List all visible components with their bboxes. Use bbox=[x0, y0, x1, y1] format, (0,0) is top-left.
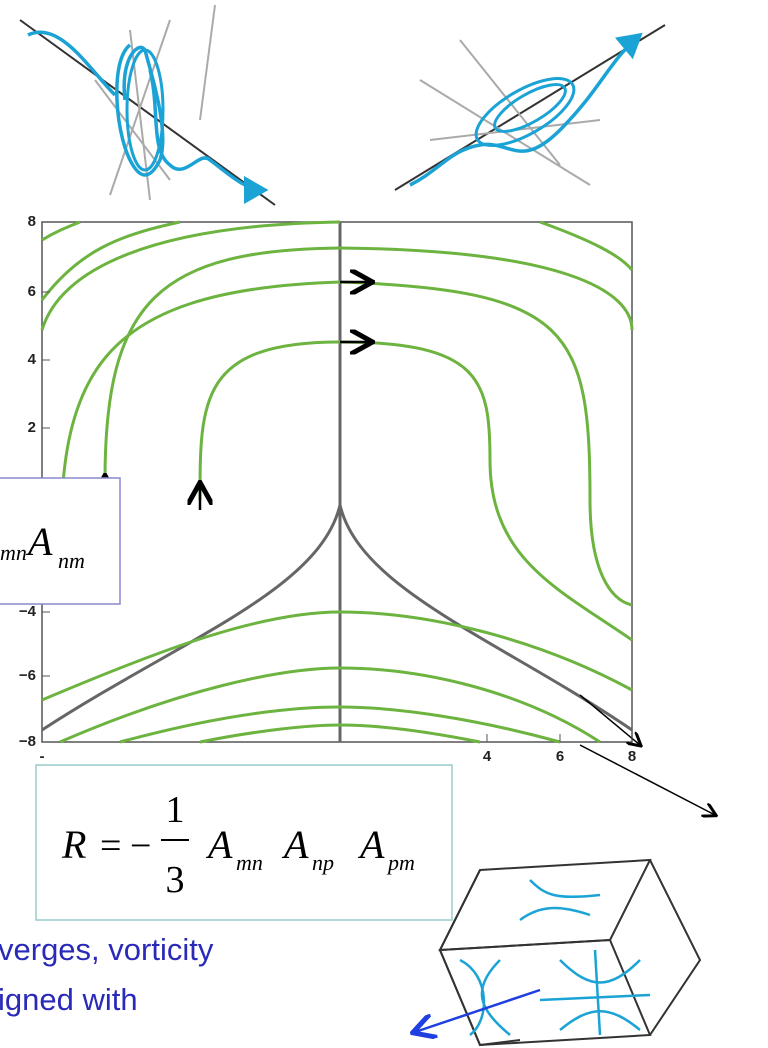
x-tick-label: 4 bbox=[483, 748, 492, 765]
minus: − bbox=[130, 825, 151, 867]
subscript: mn bbox=[0, 540, 27, 565]
subscript: nm bbox=[58, 548, 85, 573]
y-tick-label: −8 bbox=[19, 733, 36, 750]
x-tick-label: 8 bbox=[628, 748, 636, 765]
caption-line: verges, vorticity bbox=[0, 932, 214, 967]
subscript: mn bbox=[236, 850, 263, 875]
y-tick-label: 2 bbox=[28, 419, 36, 436]
y-tick-label: 4 bbox=[28, 351, 37, 368]
symbol: A bbox=[281, 822, 309, 867]
y-tick-label: −4 bbox=[19, 603, 37, 620]
x-tick-label: - bbox=[40, 748, 45, 765]
lhs: R bbox=[61, 822, 86, 867]
symbol: A bbox=[25, 519, 53, 564]
formula-box bbox=[0, 477, 121, 605]
phase-plot: 8 6 4 2 −4 −6 −8- 4 6 8 bbox=[19, 213, 715, 815]
y-tick-label: 8 bbox=[28, 213, 36, 230]
denominator: 3 bbox=[166, 859, 185, 901]
pointer-arrow bbox=[415, 988, 541, 1032]
caption-line: igned with bbox=[0, 982, 138, 1017]
y-tick-label: −6 bbox=[19, 667, 36, 684]
vortex-sketch-left bbox=[19, 4, 275, 205]
formula-box bbox=[35, 764, 453, 921]
vortex-sketch-right bbox=[394, 24, 666, 191]
strain-box-sketch bbox=[438, 858, 702, 1047]
subscript: pm bbox=[386, 850, 415, 875]
equals: = bbox=[100, 825, 121, 867]
y-tick-label: 6 bbox=[28, 283, 36, 300]
x-tick-label: 6 bbox=[556, 748, 564, 765]
symbol: A bbox=[357, 822, 385, 867]
subscript: np bbox=[312, 850, 334, 875]
symbol: A bbox=[205, 822, 233, 867]
numerator: 1 bbox=[166, 789, 185, 831]
